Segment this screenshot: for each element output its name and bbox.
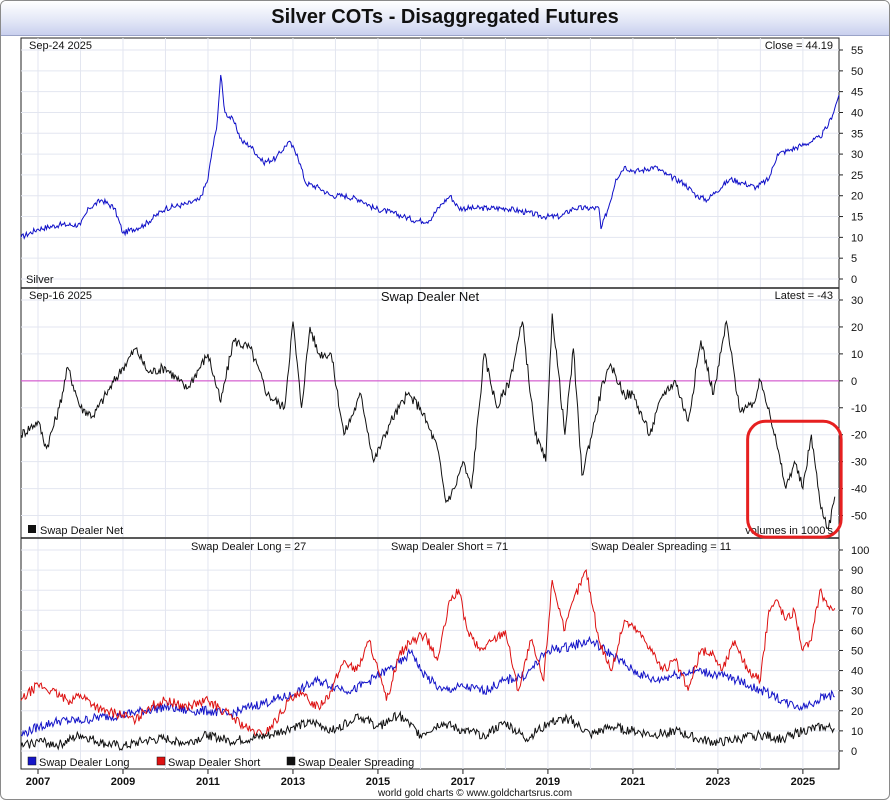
panel-1 [20,287,843,537]
y-tick-label: 90 [851,565,863,577]
y-tick-label: 0 [851,376,857,388]
x-tick-label: 2023 [706,776,730,788]
y-tick-label: 40 [851,107,863,119]
y-tick-label: 30 [851,149,863,161]
units-label: volumes in 1000's [745,525,833,537]
y-tick-label: -20 [851,430,867,442]
y-tick-label: 40 [851,666,863,678]
y-tick-label: 80 [851,585,863,597]
y-tick-label: 45 [851,87,863,99]
y-tick-label: 0 [851,746,857,758]
series-line-swap-dealer-spreading [20,710,835,751]
x-tick-label: 2019 [536,776,560,788]
series-line-swap-dealer-long [20,635,835,738]
series-line-swap-dealer-net [20,313,836,530]
top-stat-label: Swap Dealer Short = 71 [391,541,508,553]
panel-latest-label: Close = 44.19 [765,40,833,52]
y-tick-label: 10 [851,726,863,738]
y-tick-label: 60 [851,625,863,637]
y-tick-label: 30 [851,686,863,698]
y-tick-label: 70 [851,605,863,617]
legend-label: Swap Dealer Spreading [298,757,414,769]
title-bar: Silver COTs - Disaggregated Futures [1,1,889,36]
y-tick-label: 50 [851,645,863,657]
y-tick-label: -40 [851,484,867,496]
y-tick-label: -10 [851,403,867,415]
legend-label: Swap Dealer Long [39,757,130,769]
panel-0 [20,38,843,287]
y-tick-label: 30 [851,295,863,307]
legend-swatch [27,756,37,766]
legend-swatch [28,525,36,533]
y-tick-label: 35 [851,128,863,140]
top-stat-label: Swap Dealer Long = 27 [191,541,306,553]
footer-credit: world gold charts © www.goldchartsrus.co… [377,788,572,799]
series-line-silver-price [20,74,840,240]
y-tick-label: 10 [851,232,863,244]
y-tick-label: 15 [851,212,863,224]
panel-date-label: Sep-24 2025 [29,40,92,52]
panel-2 [20,537,843,769]
x-tick-label: 2015 [366,776,390,788]
panel-series-name: Silver [26,274,54,286]
panel-date-label: Sep-16 2025 [29,290,92,302]
plot-area [20,37,840,770]
x-tick-label: 2013 [281,776,305,788]
y-tick-label: 25 [851,170,863,182]
highlight-box [746,419,843,539]
x-tick-label: 2021 [621,776,645,788]
y-tick-label: 5 [851,253,857,265]
legend-swatch [156,756,166,766]
series-line-swap-dealer-short [20,569,836,738]
panel-latest-label: Latest = -43 [775,290,833,302]
y-tick-label: 20 [851,322,863,334]
y-tick-label: 100 [851,545,869,557]
chart-title: Silver COTs - Disaggregated Futures [271,6,619,28]
y-tick-label: 55 [851,45,863,57]
y-tick-label: -50 [851,511,867,523]
top-stat-label: Swap Dealer Spreading = 11 [591,541,731,553]
x-tick-label: 2017 [451,776,475,788]
y-tick-label: 0 [851,274,857,286]
y-tick-label: 20 [851,191,863,203]
legend-label: Swap Dealer Short [168,757,260,769]
y-tick-label: -30 [851,457,867,469]
y-tick-label: 20 [851,706,863,718]
x-tick-label: 2007 [26,776,50,788]
legend-swatch [286,756,296,766]
legend-label: Swap Dealer Net [40,525,123,537]
y-tick-label: 50 [851,66,863,78]
x-tick-label: 2011 [196,776,220,788]
panel-title: Swap Dealer Net [381,289,480,304]
x-tick-label: 2025 [791,776,815,788]
x-tick-label: 2009 [111,776,135,788]
y-tick-label: 10 [851,349,863,361]
